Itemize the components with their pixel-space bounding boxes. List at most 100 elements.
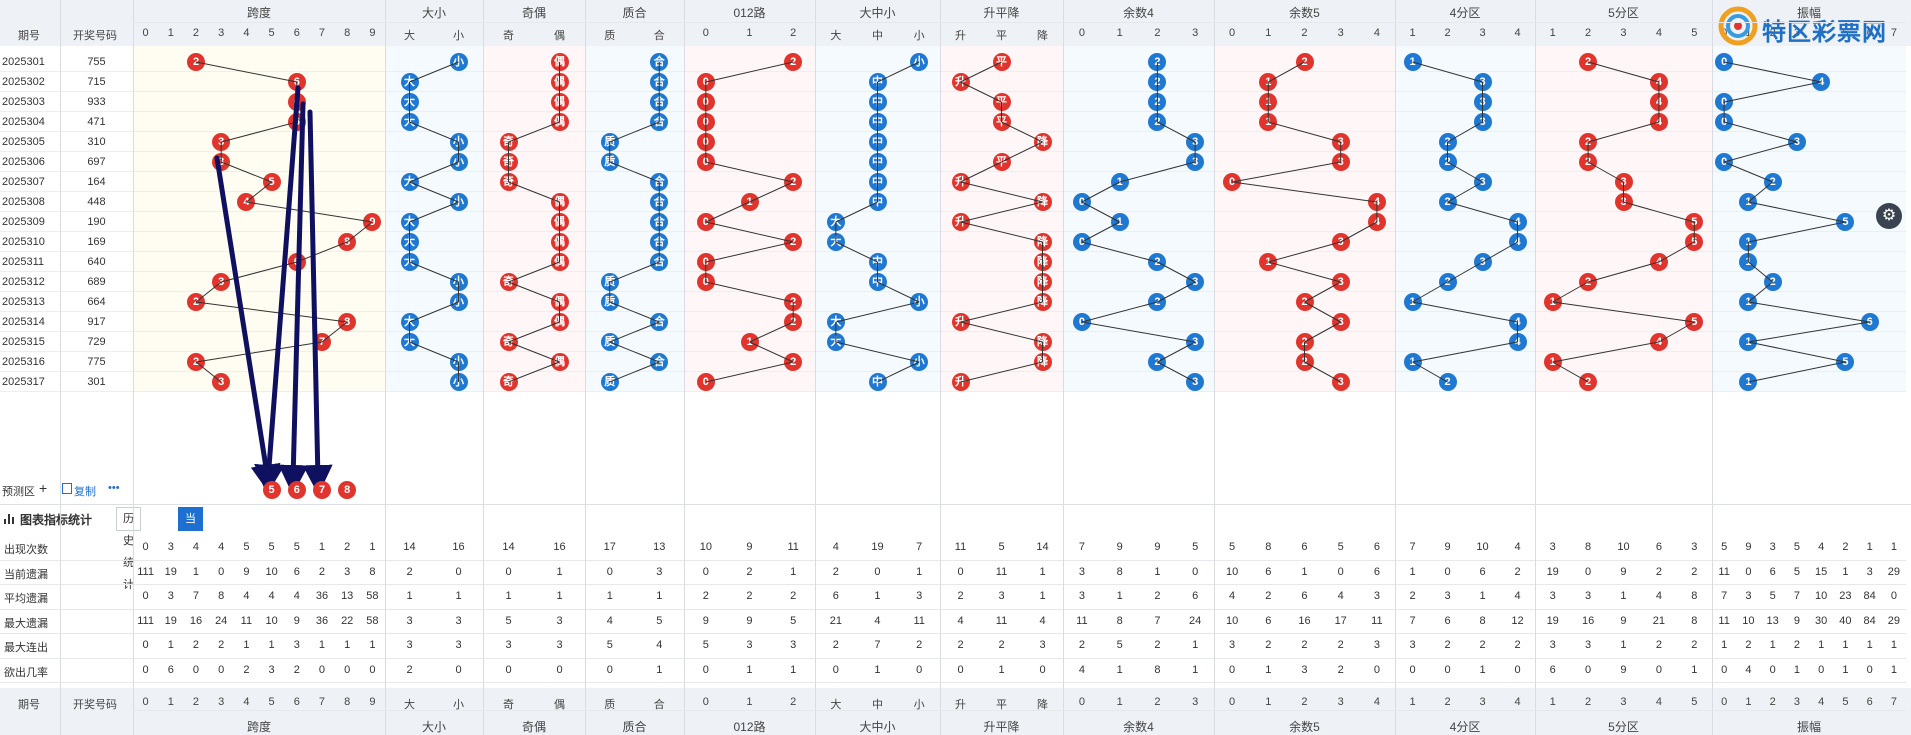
predict-ball[interactable]: 8 (338, 481, 357, 499)
draw-code: 640 (87, 256, 106, 268)
stats-value: 3 (1229, 639, 1236, 651)
stats-value: 4 (1039, 614, 1046, 627)
stats-value: 2 (192, 639, 200, 651)
stats-value: 3 (406, 614, 413, 627)
row-divider (0, 131, 1906, 132)
trend-line (1447, 201, 1518, 223)
stats-value: 1 (369, 541, 376, 553)
stats-value: 29 (1887, 614, 1900, 627)
trend-line (835, 201, 878, 223)
trend-line (960, 61, 1002, 83)
stats-value: 3 (1745, 590, 1752, 602)
trend-line (1119, 161, 1196, 183)
sub-column-header: 中 (871, 699, 883, 711)
issue-number: 2025316 (2, 356, 45, 368)
stats-value: 21 (829, 614, 842, 627)
trend-line (1447, 261, 1483, 283)
stats-value: 8 (1691, 590, 1698, 602)
row-divider (0, 351, 1906, 352)
stats-value: 0 (192, 663, 200, 676)
stats-value: 3 (656, 565, 663, 578)
predict-ball[interactable]: 5 (262, 481, 281, 499)
predict-ball[interactable]: 6 (287, 481, 306, 499)
stats-value: 6 (1301, 541, 1308, 553)
sub-column-header: 1 (167, 696, 174, 708)
tab-history-stats[interactable]: 历史统计 (116, 507, 141, 591)
stats-value: 3 (344, 565, 351, 578)
sub-column-header: 2 (1585, 696, 1592, 708)
stats-value: 1 (874, 590, 881, 602)
issue-number: 2025311 (2, 256, 45, 268)
stats-value: 0 (1373, 663, 1380, 676)
stats-value: 10 (1476, 541, 1489, 553)
stats-value: 2 (1265, 639, 1272, 651)
trend-line (1748, 321, 1870, 343)
stats-value: 10 (1815, 590, 1828, 602)
sub-column-header: 1 (1745, 696, 1752, 708)
trend-line (1001, 141, 1043, 163)
stats-value: 1 (1866, 639, 1873, 651)
stats-value: 2 (1691, 639, 1698, 651)
stats-value: 2 (702, 590, 709, 602)
trend-line (1748, 181, 1773, 203)
stats-row-label: 平均遗漏 (4, 593, 48, 605)
stats-value: 24 (215, 614, 228, 627)
stats-value: 2 (344, 541, 351, 553)
sub-column-header: 7 (1890, 27, 1897, 39)
bar-chart-icon (4, 514, 16, 524)
stats-value: 10 (265, 565, 278, 578)
stats-value: 1 (1620, 639, 1627, 651)
add-icon[interactable]: + (39, 480, 48, 496)
stats-value: 1 (1116, 590, 1123, 602)
settings-gear-icon[interactable]: ⚙ (1876, 203, 1902, 229)
stats-value: 5 (998, 541, 1005, 553)
annotation-arrow (302, 109, 333, 495)
trend-line (705, 221, 794, 243)
more-options-button[interactable]: ••• (108, 482, 120, 494)
issue-number: 2025317 (2, 376, 45, 388)
stats-value: 3 (1078, 565, 1085, 578)
trend-line (877, 281, 920, 303)
draw-code: 755 (87, 56, 106, 68)
stats-value: 5 (268, 541, 275, 553)
copy-button[interactable]: 复制 (74, 486, 96, 498)
column-divider (815, 0, 816, 735)
stats-value: 1 (1479, 663, 1486, 676)
stats-value: 5 (1229, 541, 1236, 553)
annotation-arrow (214, 155, 281, 495)
stats-value: 11 (913, 614, 925, 627)
sub-column-header: 1 (1116, 696, 1123, 708)
stats-value: 3 (268, 663, 275, 676)
issue-number: 2025307 (2, 176, 45, 188)
group-header: 跨度 (246, 6, 271, 20)
stats-value: 10 (1617, 541, 1630, 553)
tab-current-page-stats[interactable]: 当前页统计 (178, 507, 203, 613)
stats-value: 2 (218, 639, 225, 651)
stats-value: 6 (1301, 590, 1308, 602)
stats-value: 0 (1229, 663, 1236, 676)
stats-value: 3 (1549, 590, 1556, 602)
sub-column-header: 1 (1409, 27, 1416, 39)
copy-icon[interactable] (62, 483, 72, 494)
sub-column-header: 2 (1444, 27, 1451, 39)
trend-line (409, 341, 459, 363)
sub-column-header: 0 (1078, 696, 1085, 708)
stats-value: 3 (293, 639, 300, 651)
draw-code: 775 (87, 356, 106, 368)
stats-value: 2 (1078, 639, 1085, 651)
stats-value: 23 (1839, 590, 1852, 602)
stats-value: 0 (1192, 565, 1199, 578)
trend-line (246, 181, 272, 203)
predict-ball[interactable]: 7 (313, 481, 331, 499)
sub-column-header: 1 (1549, 696, 1556, 708)
trend-line (1552, 281, 1589, 303)
sub-column-header: 小 (913, 30, 925, 42)
column-divider (483, 0, 484, 735)
stats-value: 1 (1842, 639, 1849, 651)
stats-value: 0 (556, 663, 563, 676)
trend-line (1412, 301, 1518, 323)
sub-column-header: 平 (996, 699, 1007, 711)
stats-value: 1 (1039, 565, 1046, 578)
stats-value: 0 (1818, 663, 1825, 676)
